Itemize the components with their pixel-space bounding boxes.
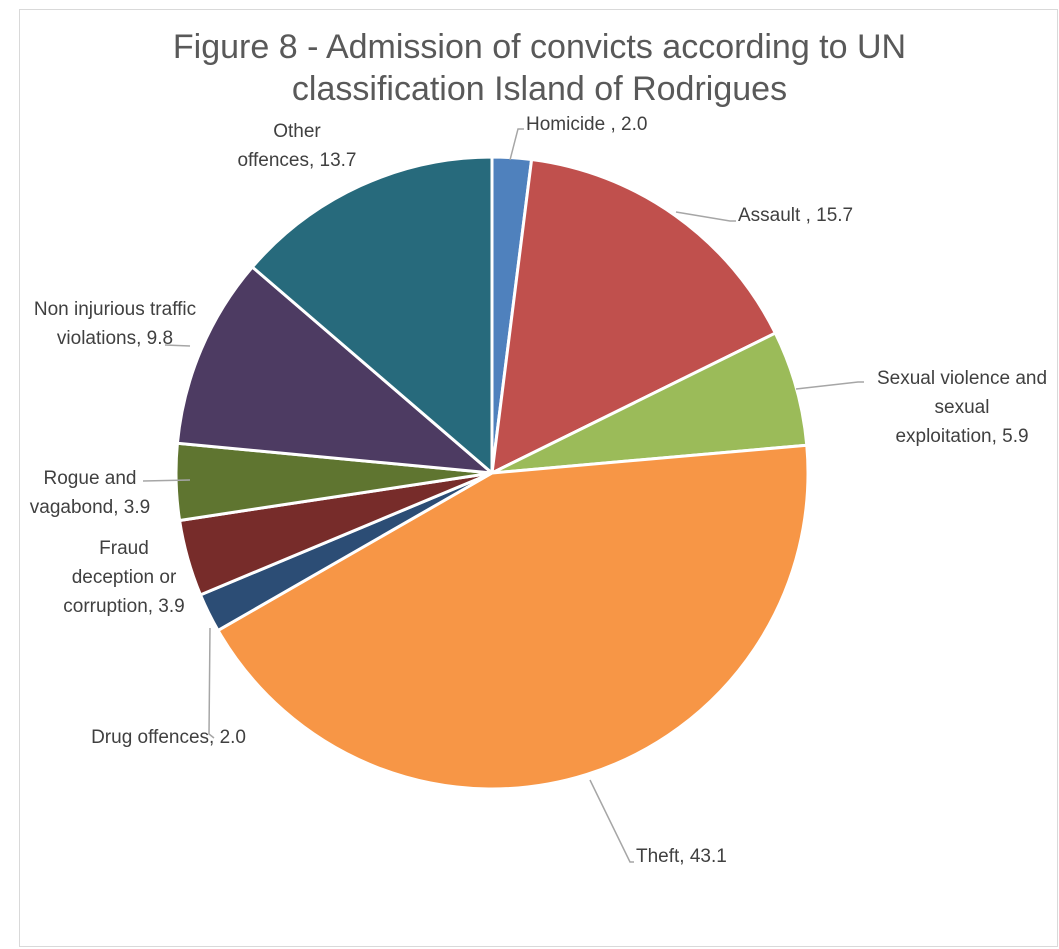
data-label-homicide: Homicide , 2.0 (526, 114, 647, 135)
pie-slice-non-injurious-traffic-violations (175, 265, 494, 475)
chart-title-line-1: Figure 8 - Admission of convicts accordi… (172, 28, 907, 66)
data-label-other-offences: Other offences, 13.7 (237, 121, 356, 171)
data-label-drug-offences: Drug offences, 2.0 (91, 727, 246, 748)
leader-line-non-injurious-traffic-violations (164, 344, 191, 347)
chart-title: Figure 8 - Admission of convicts accordi… (20, 26, 1059, 110)
leader-line-homicide (509, 128, 524, 161)
leader-line-theft (589, 779, 634, 863)
data-label-fraud-deception-or-corruption: Fraud deception or corruption, 3.9 (63, 538, 184, 617)
data-label-assault: Assault , 15.7 (738, 205, 853, 226)
leader-line-drug-offences (208, 627, 215, 739)
leader-line-sexual-violence-and-sexual-exploitation (795, 381, 864, 390)
leader-line-rogue-and-vagabond (142, 479, 191, 482)
pie-slice-theft (216, 443, 810, 791)
data-label-theft: Theft, 43.1 (636, 846, 727, 867)
data-label-sexual-violence-and-sexual-exploitation: Sexual violence and sexual exploitation, 5… (877, 368, 1047, 447)
data-label-rogue-and-vagabond: Rogue and vagabond, 3.9 (30, 468, 150, 518)
pie-slice-other-offences (250, 155, 494, 475)
data-label-non-injurious-traffic-violations: Non injurious traffic violations, 9.8 (34, 299, 196, 349)
pie-slice-assault (490, 157, 777, 475)
leader-line-assault (675, 211, 736, 222)
chart-title-line-2: classification Island of Rodrigues (291, 70, 788, 108)
